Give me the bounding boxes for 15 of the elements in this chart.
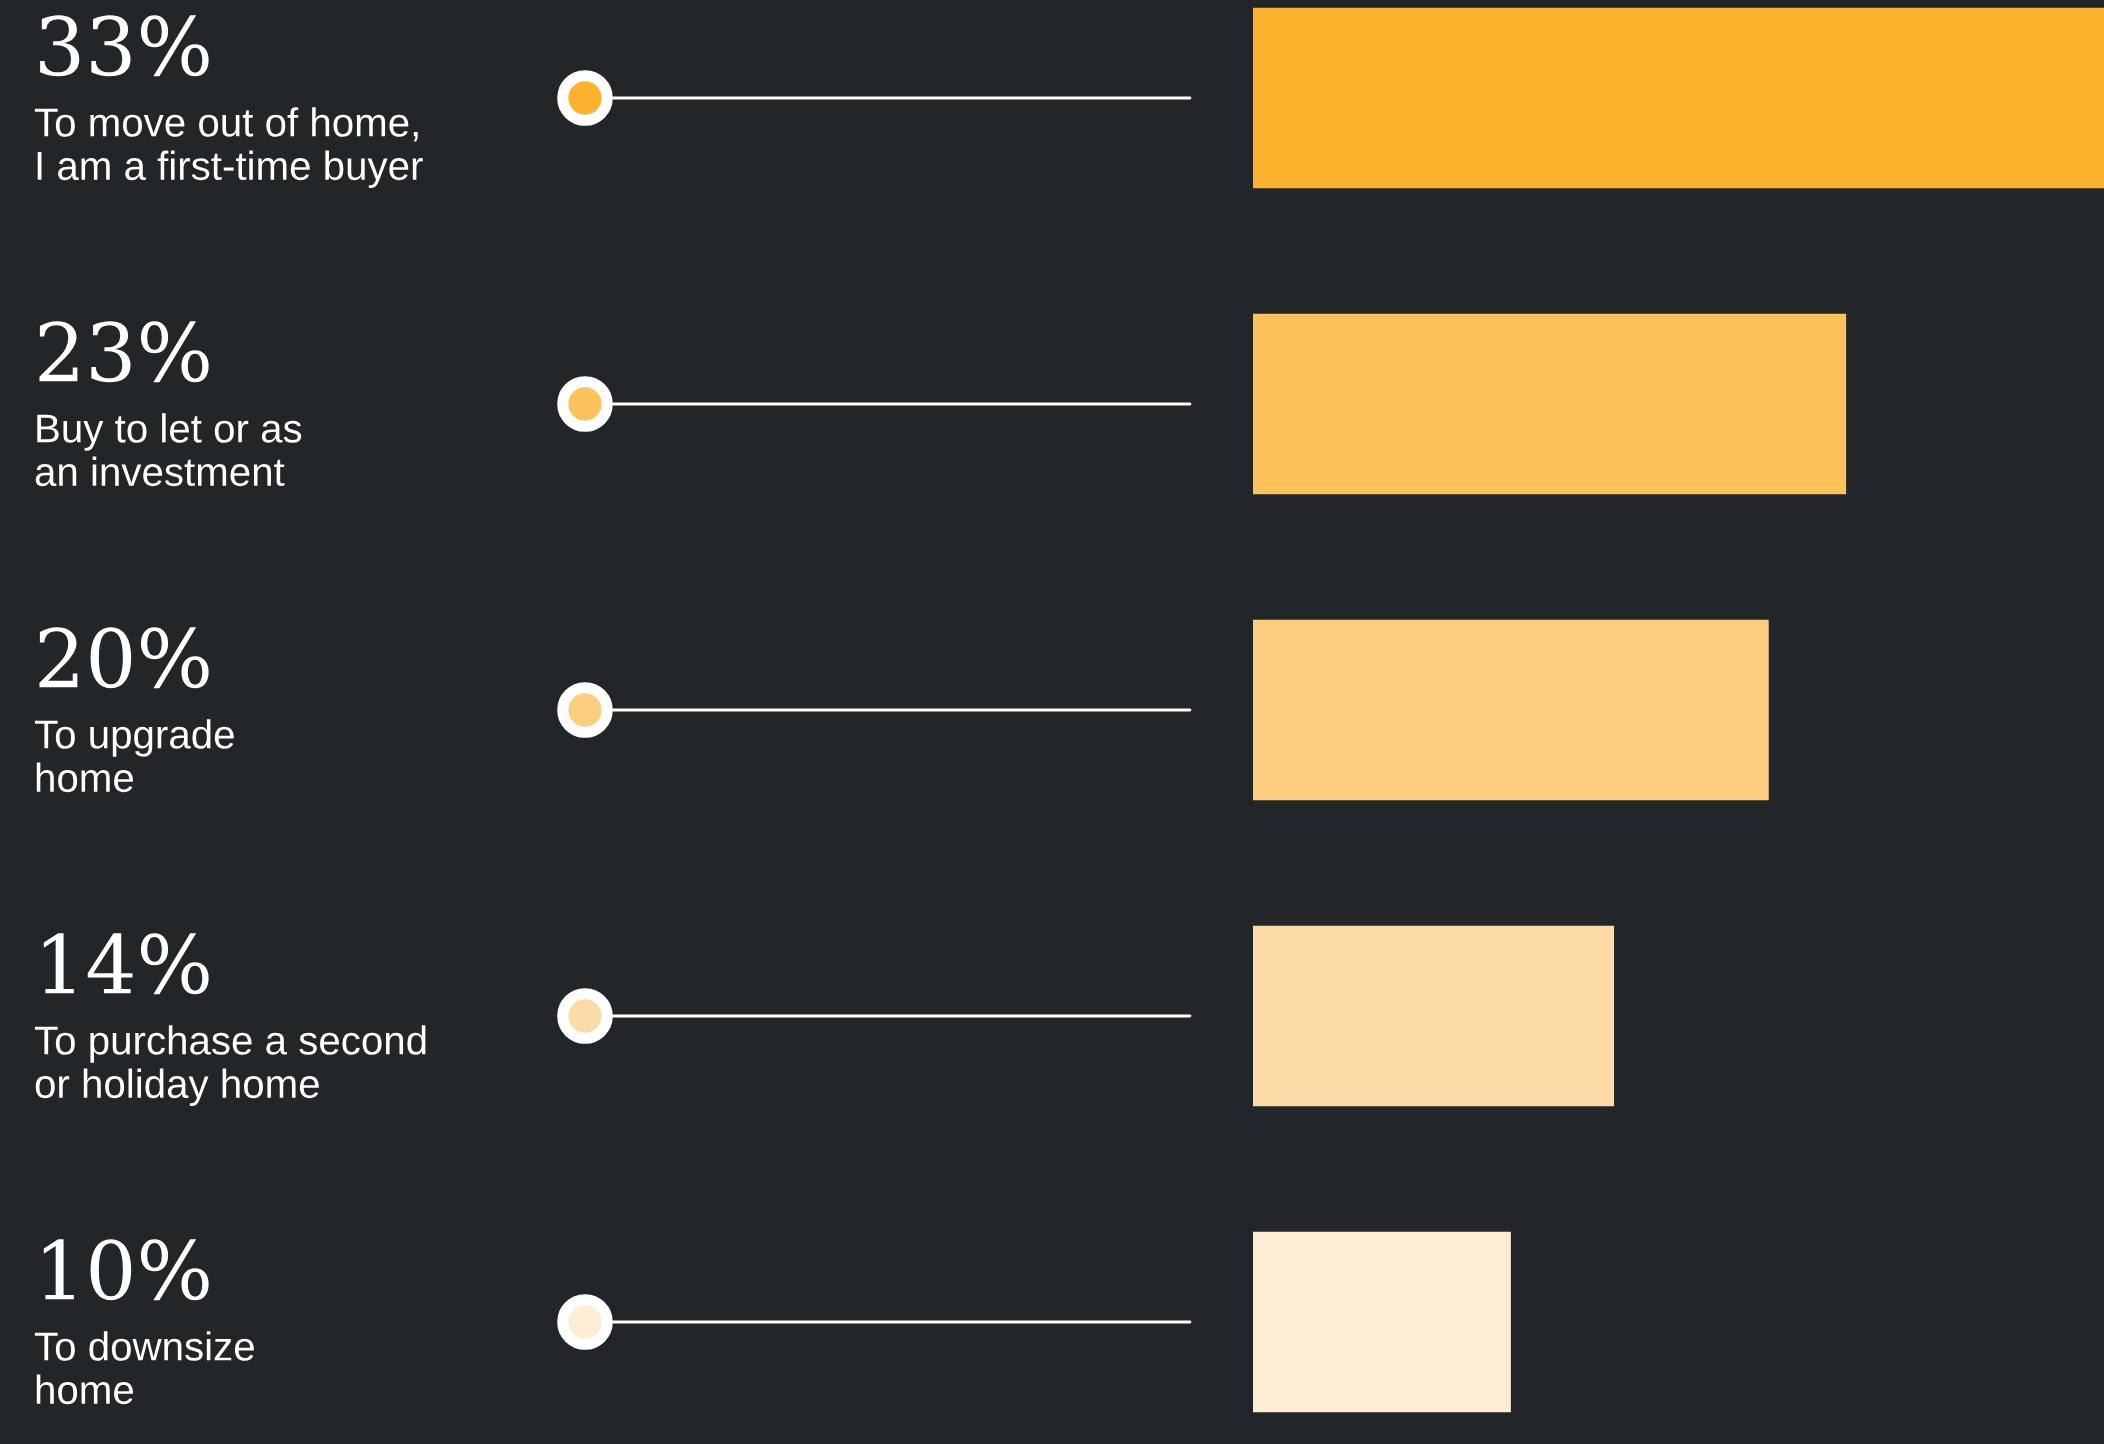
y-tick-label: To upgrade home — [34, 719, 234, 793]
bar — [1253, 619, 1769, 801]
y-tick-label: Buy to let or as an investment — [35, 413, 302, 487]
data-label: 33% — [40, 15, 209, 77]
bar — [1253, 313, 1847, 495]
y-tick-label: To purchase a second or holiday home — [34, 1025, 426, 1107]
data-label: 10% — [43, 1239, 209, 1301]
data-label: 20% — [39, 627, 209, 689]
data-label: 23% — [39, 321, 209, 383]
data-label: 14% — [43, 933, 209, 995]
y-tick-label: To move out of home, I am a first-time buyer — [34, 107, 423, 189]
bar — [1253, 7, 2104, 189]
y-tick-label: To downsize home — [34, 1331, 254, 1405]
bar — [1253, 925, 1615, 1107]
bar — [1253, 1231, 1511, 1413]
